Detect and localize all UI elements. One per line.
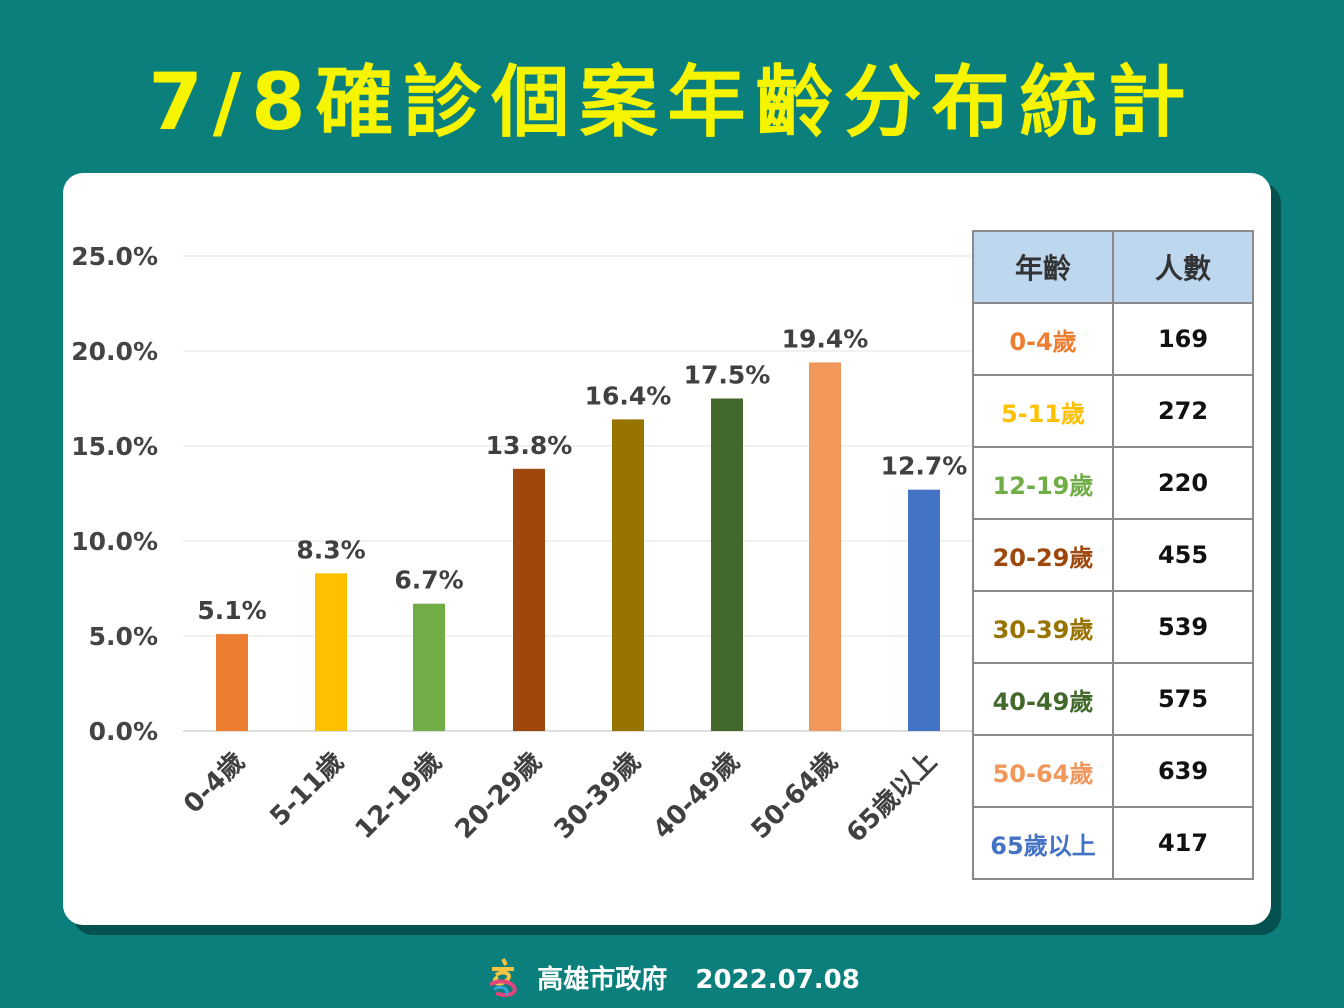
count-cell: 575 <box>1112 662 1254 736</box>
kaohsiung-logo-icon <box>484 955 522 1006</box>
table-row: 12-19歲 220 <box>972 446 1254 520</box>
data-label: 17.5% <box>684 361 771 390</box>
age-count-table: 年齡 人數 0-4歲 169 5-11歲 272 12-19歲 220 20-29歲 455 3… <box>972 230 1254 880</box>
bar <box>413 603 445 731</box>
y-tick-label: 20.0% <box>71 337 158 366</box>
x-tick-label: 0-4歲 <box>178 747 251 820</box>
table-row: 5-11歲 272 <box>972 374 1254 448</box>
header-age: 年齡 <box>972 230 1114 304</box>
data-label: 19.4% <box>782 324 869 353</box>
count-cell: 455 <box>1112 518 1254 592</box>
data-label: 16.4% <box>585 381 672 410</box>
x-tick-label: 12-19歲 <box>350 747 448 845</box>
age-cell: 50-64歲 <box>972 734 1114 808</box>
data-label: 6.7% <box>394 566 463 595</box>
table-row: 30-39歲 539 <box>972 590 1254 664</box>
data-label: 13.8% <box>486 431 573 460</box>
footer: 高雄市政府 2022.07.08 <box>0 955 1344 1006</box>
x-tick-label: 40-49歲 <box>648 747 746 845</box>
age-cell: 0-4歲 <box>972 302 1114 376</box>
age-cell: 20-29歲 <box>972 518 1114 592</box>
table-row: 40-49歲 575 <box>972 662 1254 736</box>
count-cell: 220 <box>1112 446 1254 520</box>
bar <box>315 573 347 731</box>
bar <box>513 468 545 731</box>
count-cell: 539 <box>1112 590 1254 664</box>
count-cell: 169 <box>1112 302 1254 376</box>
count-cell: 417 <box>1112 806 1254 880</box>
y-tick-label: 10.0% <box>71 527 158 556</box>
data-label: 12.7% <box>881 452 968 481</box>
bar <box>711 398 743 731</box>
x-tick-label: 50-64歲 <box>746 747 844 845</box>
y-tick-label: 25.0% <box>71 242 158 271</box>
count-cell: 639 <box>1112 734 1254 808</box>
data-label: 8.3% <box>296 535 365 564</box>
table-row: 20-29歲 455 <box>972 518 1254 592</box>
age-cell: 30-39歲 <box>972 590 1114 664</box>
y-tick-label: 5.0% <box>89 622 158 651</box>
x-tick-label: 65歲以上 <box>841 747 943 849</box>
count-cell: 272 <box>1112 374 1254 448</box>
age-cell: 12-19歲 <box>972 446 1114 520</box>
x-tick-label: 20-29歲 <box>450 747 548 845</box>
table-row: 65歲以上 417 <box>972 806 1254 880</box>
bar <box>612 419 644 731</box>
table-row: 0-4歲 169 <box>972 302 1254 376</box>
y-tick-label: 15.0% <box>71 432 158 461</box>
footer-org: 高雄市政府 <box>537 965 668 995</box>
bar <box>216 634 248 731</box>
footer-date: 2022.07.08 <box>695 965 860 995</box>
x-tick-label: 30-39歲 <box>549 747 647 845</box>
bar-chart: 0.0% 5.0% 10.0% 15.0% 20.0% 25.0% 5.1% 0-4歲 8.3%… <box>71 242 973 849</box>
x-tick-label: 5-11歲 <box>264 747 350 833</box>
bar <box>908 489 940 731</box>
bar <box>809 362 841 731</box>
data-label: 5.1% <box>197 596 266 625</box>
age-cell: 40-49歲 <box>972 662 1114 736</box>
page-title: 7/8確診個案年齡分布統計 <box>148 58 1196 148</box>
table-row: 50-64歲 639 <box>972 734 1254 808</box>
header-count: 人數 <box>1112 230 1254 304</box>
age-cell: 65歲以上 <box>972 806 1114 880</box>
age-cell: 5-11歲 <box>972 374 1114 448</box>
y-tick-label: 0.0% <box>89 717 158 746</box>
